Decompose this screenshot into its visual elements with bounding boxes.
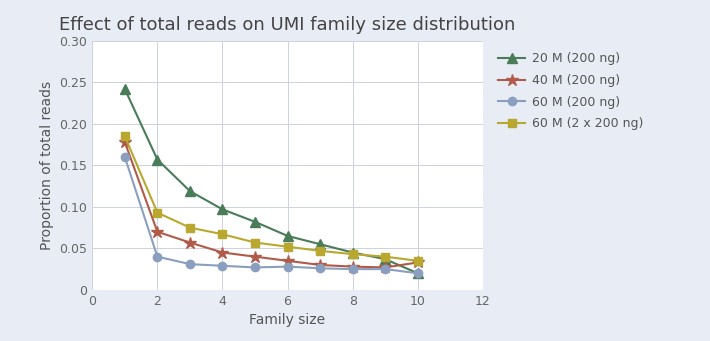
Legend: 20 M (200 ng), 40 M (200 ng), 60 M (200 ng), 60 M (2 x 200 ng): 20 M (200 ng), 40 M (200 ng), 60 M (200 … <box>493 47 648 135</box>
20 M (200 ng) <box>316 242 324 246</box>
40 M (200 ng) <box>121 140 129 144</box>
X-axis label: Family size: Family size <box>249 313 326 327</box>
60 M (2 x 200 ng) <box>413 259 422 263</box>
20 M (200 ng) <box>251 220 259 224</box>
60 M (200 ng) <box>413 271 422 275</box>
60 M (200 ng) <box>381 267 390 271</box>
60 M (2 x 200 ng) <box>153 211 162 215</box>
60 M (200 ng) <box>121 155 129 159</box>
60 M (2 x 200 ng) <box>186 226 195 230</box>
Title: Effect of total reads on UMI family size distribution: Effect of total reads on UMI family size… <box>60 16 515 34</box>
60 M (2 x 200 ng) <box>316 249 324 253</box>
20 M (200 ng) <box>186 189 195 193</box>
60 M (200 ng) <box>186 262 195 266</box>
40 M (200 ng) <box>316 263 324 267</box>
60 M (200 ng) <box>153 255 162 259</box>
Line: 40 M (200 ng): 40 M (200 ng) <box>119 136 424 274</box>
40 M (200 ng) <box>153 230 162 234</box>
40 M (200 ng) <box>251 255 259 259</box>
20 M (200 ng) <box>121 87 129 91</box>
60 M (200 ng) <box>349 267 357 271</box>
40 M (200 ng) <box>283 259 292 263</box>
20 M (200 ng) <box>283 234 292 238</box>
60 M (2 x 200 ng) <box>121 134 129 138</box>
40 M (200 ng) <box>381 265 390 269</box>
40 M (200 ng) <box>413 261 422 265</box>
60 M (2 x 200 ng) <box>349 252 357 256</box>
20 M (200 ng) <box>349 250 357 254</box>
20 M (200 ng) <box>153 158 162 162</box>
60 M (200 ng) <box>251 265 259 269</box>
60 M (200 ng) <box>316 266 324 270</box>
40 M (200 ng) <box>349 265 357 269</box>
60 M (2 x 200 ng) <box>251 240 259 244</box>
60 M (200 ng) <box>218 264 226 268</box>
20 M (200 ng) <box>413 271 422 275</box>
60 M (2 x 200 ng) <box>283 244 292 249</box>
40 M (200 ng) <box>218 250 226 254</box>
60 M (200 ng) <box>283 265 292 269</box>
60 M (2 x 200 ng) <box>381 255 390 259</box>
Line: 60 M (2 x 200 ng): 60 M (2 x 200 ng) <box>121 132 422 265</box>
Line: 60 M (200 ng): 60 M (200 ng) <box>121 153 422 278</box>
40 M (200 ng) <box>186 240 195 244</box>
Line: 20 M (200 ng): 20 M (200 ng) <box>120 84 422 278</box>
20 M (200 ng) <box>218 207 226 211</box>
60 M (2 x 200 ng) <box>218 232 226 236</box>
Y-axis label: Proportion of total reads: Proportion of total reads <box>40 81 54 250</box>
20 M (200 ng) <box>381 257 390 261</box>
